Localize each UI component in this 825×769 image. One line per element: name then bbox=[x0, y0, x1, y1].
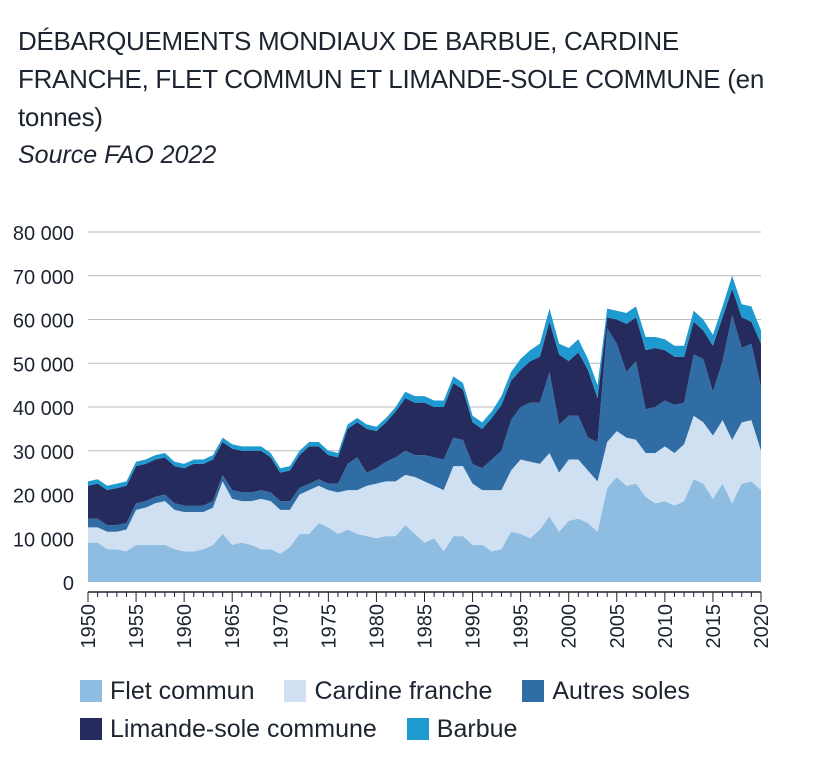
legend-item-barbue: Barbue bbox=[406, 714, 518, 744]
x-tick-label: 1995 bbox=[511, 604, 533, 649]
y-tick-label: 60 000 bbox=[13, 311, 74, 333]
chart-title-main: DÉBARQUEMENTS MONDIAUX DE BARBUE, CARDIN… bbox=[18, 26, 721, 94]
legend-swatch bbox=[406, 718, 429, 740]
x-tick-label: 2010 bbox=[655, 604, 677, 649]
x-tick-label: 1990 bbox=[463, 604, 485, 649]
x-tick-label: 1965 bbox=[222, 604, 244, 649]
legend-swatch bbox=[80, 718, 102, 740]
area-autres-soles bbox=[88, 315, 761, 532]
legend-label: Cardine franche bbox=[314, 676, 493, 705]
y-tick-label: 20 000 bbox=[13, 486, 74, 508]
x-tick-label: 1955 bbox=[126, 604, 148, 649]
legend-label: Barbue bbox=[436, 714, 518, 743]
x-axis: 1950 1955 1960 1965 1970 1975 1980 1985 1990 1995… bbox=[78, 591, 773, 649]
x-tick-label: 2005 bbox=[607, 604, 629, 649]
legend-swatch bbox=[522, 680, 545, 702]
y-tick-label: 0 bbox=[63, 573, 74, 595]
x-tick-label: 1970 bbox=[270, 604, 292, 649]
x-tick-label: 2000 bbox=[559, 604, 581, 649]
legend-label: Autres soles bbox=[552, 676, 690, 705]
area-flet-commun bbox=[88, 477, 761, 582]
y-tick-label: 70 000 bbox=[13, 267, 74, 289]
x-tick-label: 1975 bbox=[318, 604, 340, 649]
y-tick-label: 50 000 bbox=[13, 354, 74, 376]
chart-title-suffix: (en tonnes) bbox=[18, 64, 764, 132]
x-tick-label: 2015 bbox=[703, 604, 725, 649]
legend: Flet commun Cardine franche Autres soles… bbox=[80, 672, 810, 748]
legend-item-limande-sole: Limande-sole commune bbox=[80, 715, 377, 744]
x-tick-label: 2020 bbox=[751, 604, 773, 649]
legend-label: Limande-sole commune bbox=[110, 714, 377, 743]
x-tick-label: 1960 bbox=[174, 604, 196, 649]
y-axis: 0 10 000 20 000 30 000 40 000 50 000 60 000 70 … bbox=[13, 223, 74, 595]
y-tick-label: 40 000 bbox=[13, 398, 74, 420]
y-tick-label: 10 000 bbox=[13, 529, 74, 551]
area-cardine-franche bbox=[88, 415, 761, 554]
legend-item-flet-commun: Flet commun bbox=[80, 677, 254, 706]
x-tick-label: 1950 bbox=[78, 604, 100, 649]
x-tick-label: 1980 bbox=[366, 604, 388, 649]
legend-swatch bbox=[80, 680, 102, 702]
chart-title: DÉBARQUEMENTS MONDIAUX DE BARBUE, CARDIN… bbox=[18, 22, 808, 136]
legend-item-autres-soles: Autres soles bbox=[522, 677, 690, 706]
area-limande-sole-commune bbox=[88, 288, 761, 526]
legend-label: Flet commun bbox=[110, 676, 255, 705]
area-series bbox=[88, 275, 761, 582]
chart-source: Source FAO 2022 bbox=[18, 141, 217, 169]
y-tick-label: 30 000 bbox=[13, 442, 74, 464]
x-tick-label: 1985 bbox=[415, 604, 437, 649]
y-tick-label: 80 000 bbox=[13, 223, 74, 245]
legend-item-cardine-franche: Cardine franche bbox=[284, 677, 492, 706]
legend-swatch bbox=[284, 680, 307, 702]
